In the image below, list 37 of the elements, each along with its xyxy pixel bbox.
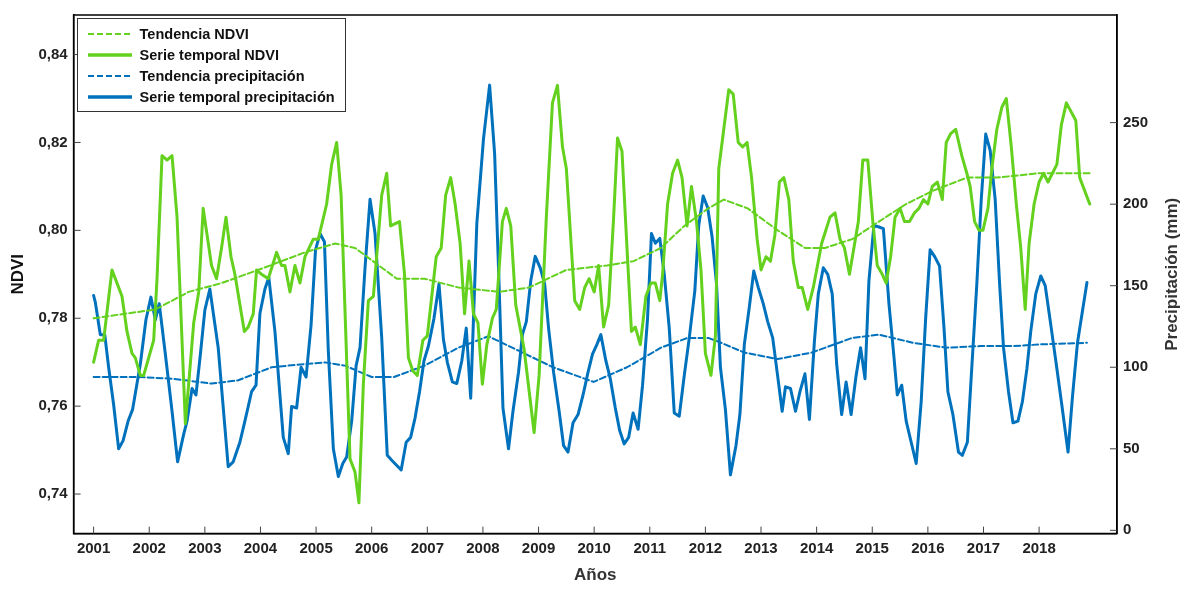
x-tick-label: 2002 <box>132 538 166 556</box>
x-tick-label: 2014 <box>799 538 834 556</box>
legend-label: Serie temporal NDVI <box>139 46 280 63</box>
legend-label: Tendencia NDVI <box>139 25 249 42</box>
y2-tick-label: 100 <box>1122 357 1148 375</box>
x-tick-label: 2016 <box>911 538 945 556</box>
x-tick-label: 2012 <box>688 538 723 556</box>
y2-tick-label: 150 <box>1122 275 1148 293</box>
x-tick-label: 2003 <box>188 538 222 556</box>
y-tick-label: 0,76 <box>38 396 68 414</box>
y2-tick-label: 50 <box>1122 438 1140 456</box>
x-tick-label: 2013 <box>744 538 778 556</box>
y-tick-label: 0,80 <box>38 220 68 238</box>
y-tick-label: 0,82 <box>38 132 68 150</box>
y-tick-label: 0,84 <box>38 44 69 62</box>
x-tick-label: 2008 <box>466 538 500 556</box>
x-tick-label: 2010 <box>577 538 611 556</box>
x-tick-label: 2018 <box>1022 538 1056 556</box>
x-tick-label: 2001 <box>76 538 111 556</box>
y2-tick-label: 250 <box>1122 112 1148 130</box>
y2-tick-label: 0 <box>1122 520 1132 538</box>
y-tick-label: 0,78 <box>38 308 68 326</box>
y-axis-title: NDVI <box>7 253 27 295</box>
x-tick-label: 2009 <box>521 538 556 556</box>
legend-label: Tendencia precipitación <box>139 67 305 84</box>
y2-tick-label: 200 <box>1122 194 1148 212</box>
x-tick-label: 2011 <box>633 538 667 556</box>
y-tick-label: 0,74 <box>38 484 69 502</box>
x-tick-label: 2006 <box>355 538 389 556</box>
legend-label: Serie temporal precipitación <box>139 88 335 105</box>
x-tick-label: 2005 <box>299 538 333 556</box>
x-tick-label: 2004 <box>243 538 278 556</box>
x-axis-title: Años <box>574 565 617 585</box>
x-tick-label: 2015 <box>855 538 889 556</box>
x-tick-label: 2007 <box>410 538 445 556</box>
y2-axis-title: Precipitación (mm) <box>1161 197 1181 351</box>
x-tick-label: 2017 <box>966 538 1001 556</box>
